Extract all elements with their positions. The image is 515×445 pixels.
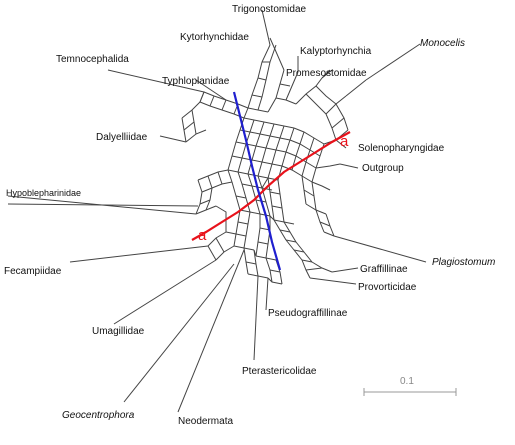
- split-blue-line: [232, 91, 282, 271]
- label-hypoblepharinidae: Hypoblepharinidae: [6, 188, 81, 198]
- label-outgroup: Outgroup: [362, 163, 404, 174]
- label-monocelis: Monocelis: [420, 38, 465, 49]
- label-plagiostomum: Plagiostomum: [432, 257, 495, 268]
- label-neodermata: Neodermata: [178, 416, 233, 427]
- network-core: [181, 44, 367, 285]
- label-provorticidae: Provorticidae: [358, 282, 417, 293]
- label-umagillidae: Umagillidae: [92, 326, 145, 337]
- split-a-label-top: a: [340, 133, 349, 150]
- label-typhloplanidae: Typhloplanidae: [162, 76, 230, 87]
- label-kalyptorhynchia: Kalyptorhynchia: [300, 46, 372, 57]
- label-trigonostomidae: Trigonostomidae: [232, 4, 307, 15]
- terminal-edges: [7, 9, 427, 413]
- label-geocentrophora: Geocentrophora: [62, 410, 135, 421]
- label-dalyelliidae: Dalyelliidae: [96, 132, 148, 143]
- scale-bar-label: 0.1: [400, 376, 414, 387]
- label-solenopharyngidae: Solenopharyngidae: [358, 143, 445, 154]
- label-temnocephalida: Temnocephalida: [56, 54, 129, 65]
- label-graffillinae: Graffillinae: [360, 264, 408, 275]
- label-fecampiidae: Fecampiidae: [4, 266, 62, 277]
- split-a-label-bottom: a: [198, 227, 207, 244]
- scale-bar: 0.1: [363, 376, 457, 396]
- split-a-red-line: [191, 131, 351, 241]
- label-pseudograffillinae: Pseudograffillinae: [268, 308, 348, 319]
- label-pterastericolidae: Pterastericolidae: [242, 366, 317, 377]
- label-promesostomidae: Promesostomidae: [286, 68, 367, 79]
- label-kytorhynchidae: Kytorhynchidae: [180, 32, 249, 43]
- taxon-labels: Trigonostomidae Kytorhynchidae Kalyptorh…: [4, 4, 495, 427]
